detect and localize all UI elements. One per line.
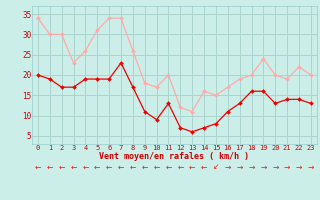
Text: ←: ← <box>47 162 53 171</box>
Text: ←: ← <box>201 162 207 171</box>
Text: ←: ← <box>70 162 77 171</box>
Text: ←: ← <box>59 162 65 171</box>
Text: ←: ← <box>141 162 148 171</box>
Text: ←: ← <box>189 162 196 171</box>
Text: ←: ← <box>94 162 100 171</box>
Text: ←: ← <box>106 162 112 171</box>
Text: →: → <box>284 162 290 171</box>
Text: ←: ← <box>118 162 124 171</box>
Text: ←: ← <box>35 162 41 171</box>
Text: ←: ← <box>82 162 89 171</box>
Text: →: → <box>296 162 302 171</box>
Text: ←: ← <box>165 162 172 171</box>
X-axis label: Vent moyen/en rafales ( km/h ): Vent moyen/en rafales ( km/h ) <box>100 152 249 161</box>
Text: ←: ← <box>153 162 160 171</box>
Text: →: → <box>236 162 243 171</box>
Text: →: → <box>248 162 255 171</box>
Text: →: → <box>272 162 278 171</box>
Text: →: → <box>225 162 231 171</box>
Text: ↙: ↙ <box>213 162 219 171</box>
Text: ←: ← <box>130 162 136 171</box>
Text: →: → <box>260 162 267 171</box>
Text: →: → <box>308 162 314 171</box>
Text: ←: ← <box>177 162 184 171</box>
